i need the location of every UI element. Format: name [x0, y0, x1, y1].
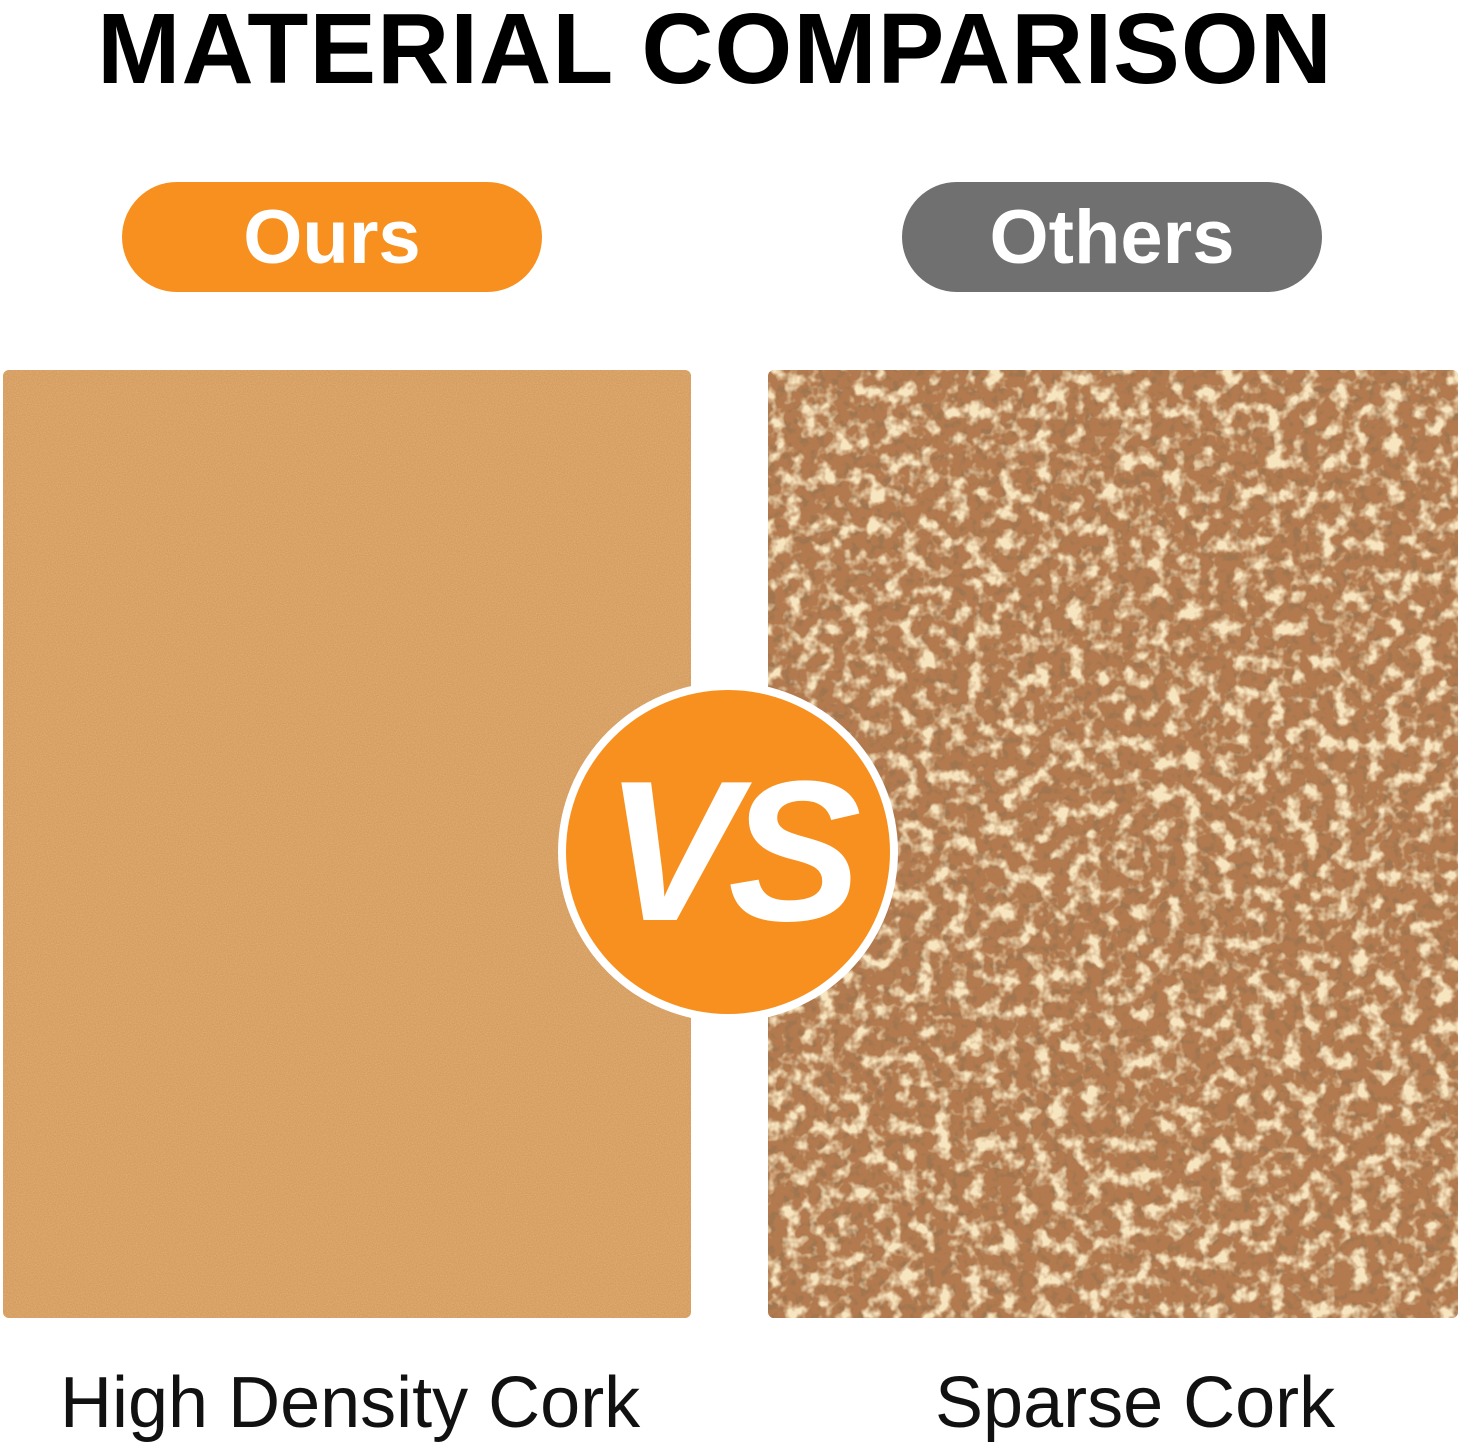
vs-badge: VS: [558, 682, 898, 1022]
others-caption: Sparse Cork: [935, 1363, 1336, 1443]
others-badge: Others: [902, 182, 1322, 292]
vs-label: VS: [566, 690, 890, 1014]
ours-badge: Ours: [122, 182, 542, 292]
ours-caption: High Density Cork: [60, 1363, 641, 1443]
page-title: MATERIAL COMPARISON: [97, 0, 1333, 105]
